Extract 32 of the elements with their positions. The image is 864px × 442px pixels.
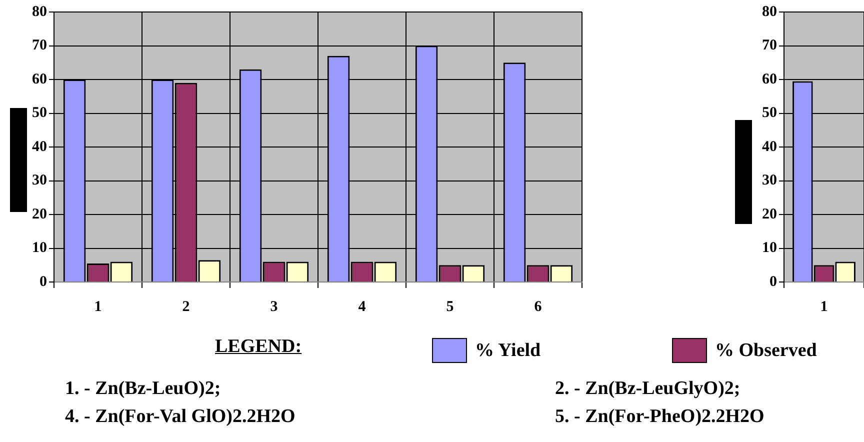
legend-label: % Yield bbox=[475, 340, 541, 362]
legend-title: LEGEND: bbox=[215, 336, 302, 358]
y-tick-label: 30 bbox=[32, 172, 47, 189]
text: 5. - Zn(For-PheO)2.2H2O bbox=[555, 406, 764, 428]
text: 1. - Zn(Bz-LeuO)2; bbox=[65, 378, 221, 400]
y-tick-label: 50 bbox=[762, 105, 777, 122]
legend-label: % Observed bbox=[715, 340, 817, 362]
y-tick-label: 0 bbox=[770, 274, 777, 290]
y-tick-label: 80 bbox=[32, 4, 47, 20]
y-tick-label: 0 bbox=[40, 274, 47, 290]
x-tick-label: 3 bbox=[270, 298, 278, 315]
y-tick-label: 20 bbox=[32, 206, 47, 222]
x-tick-label: 1 bbox=[820, 298, 828, 315]
x-tick-label: 2 bbox=[182, 298, 190, 315]
y-tick-label: 70 bbox=[32, 38, 47, 54]
y-tick-label: 60 bbox=[762, 71, 777, 88]
y-tick-label: 10 bbox=[762, 240, 777, 256]
text: 2. - Zn(Bz-LeuGlyO)2; bbox=[555, 378, 740, 400]
x-tick-label: 6 bbox=[534, 298, 542, 315]
y-tick-label: 40 bbox=[32, 138, 47, 155]
x-tick-label: 4 bbox=[358, 298, 366, 315]
y-tick-label: 50 bbox=[32, 105, 47, 122]
y-tick-label: 70 bbox=[762, 38, 777, 54]
y-tick-label: 10 bbox=[32, 240, 47, 256]
y-tick-label: 40 bbox=[762, 138, 777, 155]
y-tick-label: 30 bbox=[762, 172, 777, 189]
y-tick-label: 80 bbox=[762, 4, 777, 20]
x-tick-label: 5 bbox=[446, 298, 454, 315]
y-tick-label: 60 bbox=[32, 71, 47, 88]
text: 4. - Zn(For-Val GlO)2.2H2O bbox=[65, 406, 296, 428]
x-tick-label: 1 bbox=[94, 298, 102, 315]
y-tick-label: 20 bbox=[762, 206, 777, 222]
